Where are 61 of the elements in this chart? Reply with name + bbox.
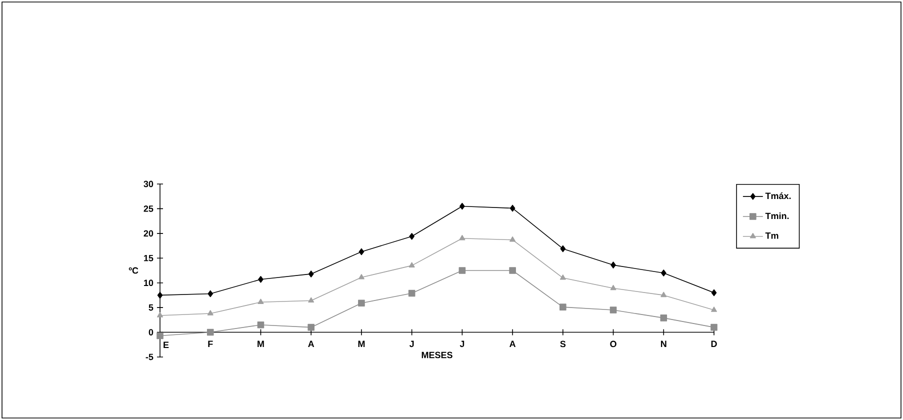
point <box>710 324 718 331</box>
point <box>257 321 264 328</box>
x-tick-label: S <box>560 340 566 348</box>
x-tick-label: E <box>164 342 169 348</box>
point <box>660 314 668 322</box>
point <box>409 232 414 240</box>
x-tick-label: M <box>258 340 264 347</box>
point <box>156 332 164 340</box>
y-tick-label: 0 <box>148 329 154 336</box>
point <box>308 297 314 303</box>
y-tick-label: 5 <box>148 304 154 311</box>
x-tick-label: D <box>711 340 717 347</box>
y-tick-label: 15 <box>144 254 154 262</box>
x-tick-label: O <box>610 340 616 348</box>
point <box>358 248 364 256</box>
x-tick-label: F <box>208 340 213 347</box>
point <box>610 284 616 290</box>
legend-label: Tm <box>765 232 778 239</box>
point <box>157 292 163 299</box>
point <box>206 328 214 336</box>
point <box>560 274 566 280</box>
y-tick-label: 20 <box>144 230 154 237</box>
x-tick-label: N <box>660 340 666 347</box>
y-tick-label: 30 <box>144 180 154 188</box>
point <box>157 312 164 318</box>
point <box>560 245 566 252</box>
y-axis-title: ºC <box>128 267 138 274</box>
x-tick-label: M <box>358 340 365 347</box>
point <box>408 290 416 297</box>
point <box>207 310 214 316</box>
point <box>308 324 314 331</box>
point <box>459 234 466 240</box>
point <box>560 304 566 310</box>
point <box>258 298 264 304</box>
point <box>358 274 364 280</box>
y-tick-label: 10 <box>144 280 154 286</box>
x-axis-title: MESES <box>422 352 452 358</box>
point <box>509 267 516 274</box>
point <box>358 300 365 307</box>
point <box>458 267 466 274</box>
point <box>208 290 214 298</box>
point <box>711 289 717 296</box>
x-tick-label: J <box>409 340 414 348</box>
point <box>610 262 616 268</box>
point <box>660 292 667 298</box>
point <box>710 306 717 312</box>
point <box>308 270 314 278</box>
y-tick-label: -5 <box>146 354 154 360</box>
point <box>610 306 617 314</box>
legend-label: Tmin. <box>765 212 789 220</box>
x-tick-label: J <box>460 340 464 348</box>
x-tick-label: A <box>308 340 314 347</box>
point <box>460 202 465 210</box>
legend-label: Tmáx. <box>765 192 791 200</box>
x-tick-label: A <box>510 340 516 347</box>
point <box>660 270 666 276</box>
point <box>510 236 516 242</box>
point <box>510 204 516 212</box>
point <box>258 276 264 283</box>
point <box>408 262 415 268</box>
y-tick-label: 25 <box>144 206 154 212</box>
